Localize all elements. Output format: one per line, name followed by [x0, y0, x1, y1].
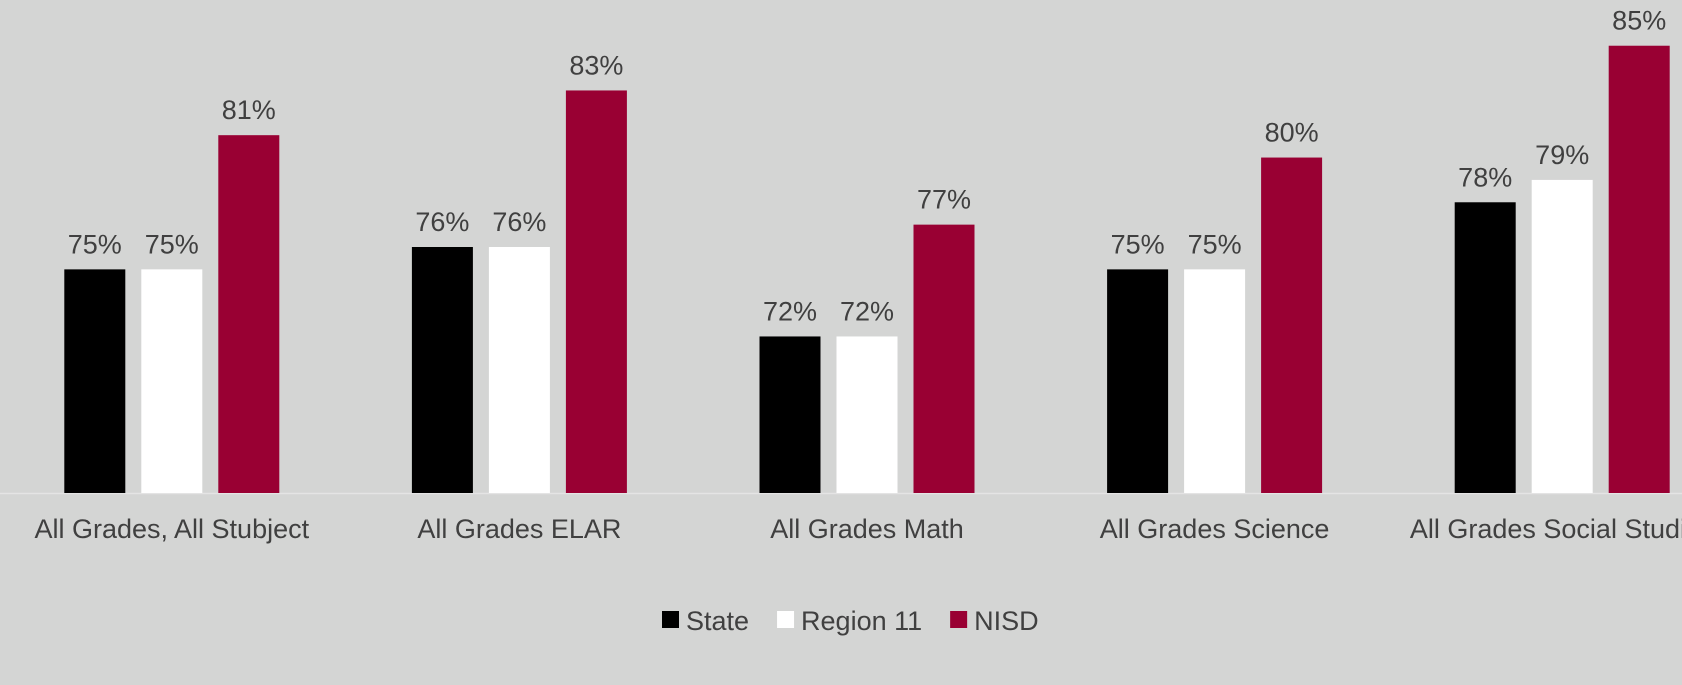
bar [1261, 157, 1323, 493]
x-tick-label: All Grades Social Studies [1409, 514, 1682, 544]
bar [1608, 45, 1670, 494]
x-tick-label: All Grades Science [1099, 514, 1330, 544]
bar [1107, 269, 1169, 493]
legend-swatch [662, 611, 679, 628]
data-label: 76% [415, 207, 469, 237]
bar [1454, 202, 1516, 494]
data-label: 80% [1265, 118, 1319, 148]
data-label: 75% [145, 229, 199, 259]
legend-swatch [777, 611, 795, 628]
bar [141, 269, 203, 493]
data-label: 76% [492, 207, 546, 237]
data-label: 85% [1612, 6, 1666, 36]
bar [488, 247, 550, 493]
data-label: 72% [763, 296, 817, 326]
legend-label: Region 11 [801, 606, 922, 636]
bar [836, 336, 898, 493]
legend-label: State [686, 606, 749, 636]
bar [913, 224, 975, 494]
data-label: 81% [222, 95, 276, 125]
data-label: 75% [68, 229, 122, 259]
legend-swatch [950, 611, 968, 628]
bar [218, 135, 280, 493]
bar [759, 336, 821, 493]
bar [565, 90, 627, 494]
data-label: 77% [917, 185, 971, 215]
data-label: 83% [569, 50, 623, 80]
legend-label: NISD [974, 606, 1039, 636]
data-label: 78% [1458, 162, 1512, 192]
data-label: 75% [1111, 229, 1165, 259]
x-tick-label: All Grades Math [770, 514, 964, 544]
bar [411, 247, 473, 493]
bar [64, 269, 126, 493]
data-label: 75% [1188, 229, 1242, 259]
x-tick-label: All Grades, All Stubject [34, 514, 310, 544]
bar [1184, 269, 1246, 493]
data-label: 72% [840, 296, 894, 326]
data-label: 79% [1535, 140, 1589, 170]
bar [1531, 179, 1593, 493]
x-tick-label: All Grades ELAR [417, 514, 622, 544]
